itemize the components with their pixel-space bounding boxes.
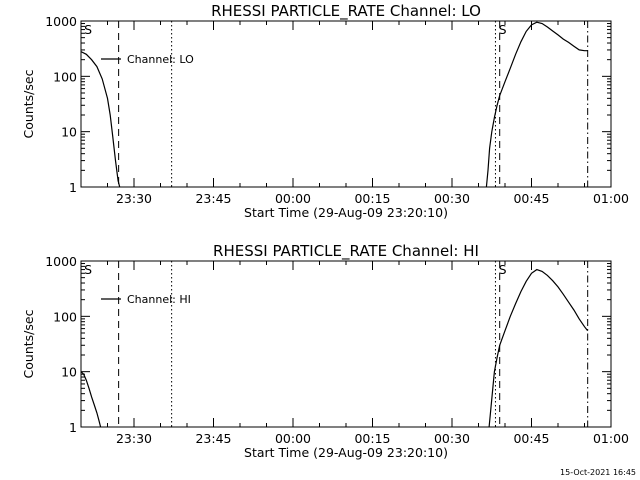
y-tick-label: 1000	[45, 14, 77, 29]
y-tick-label: 10	[61, 125, 77, 140]
x-tick-label: 00:45	[513, 191, 549, 206]
marker-label: S	[499, 262, 507, 277]
series-line	[488, 268, 589, 428]
x-tick-label: 23:30	[116, 191, 152, 206]
series-line	[80, 371, 102, 428]
y-tick-label: 100	[53, 69, 77, 84]
x-tick-label: 23:45	[195, 431, 231, 446]
y-tick-label: 1000	[45, 254, 77, 269]
x-tick-label: 01:00	[593, 431, 629, 446]
series-line	[80, 51, 121, 188]
plot-frame	[80, 20, 612, 188]
x-tick-label: 23:45	[195, 191, 231, 206]
chart-title: RHESSI PARTICLE_RATE Channel: HI	[213, 242, 479, 261]
x-tick-label: 00:15	[354, 431, 390, 446]
y-tick-label: 1	[69, 420, 77, 435]
x-tick-label: 00:15	[354, 191, 390, 206]
x-tick-label: 00:30	[434, 191, 470, 206]
plot-frame	[80, 260, 612, 428]
x-tick-label: 00:30	[434, 431, 470, 446]
x-tick-label: 00:45	[513, 431, 549, 446]
x-tick-label: 00:00	[275, 191, 311, 206]
x-tick-label: 23:30	[116, 431, 152, 446]
x-axis-label: Start Time (29-Aug-09 23:20:10)	[244, 205, 448, 220]
legend-label: Channel: LO	[127, 53, 194, 66]
marker-label: S	[84, 262, 92, 277]
y-tick-label: 1	[69, 180, 77, 195]
legend-label: Channel: HI	[127, 293, 191, 306]
chart-panel-2: RHESSI PARTICLE_RATE Channel: HI 23:30 23:…	[21, 242, 629, 460]
marker-label: S	[84, 22, 92, 37]
x-tick-label: 00:00	[275, 431, 311, 446]
series-line	[485, 21, 588, 188]
footer-timestamp: 15-Oct-2021 16:45	[560, 468, 636, 477]
y-tick-label: 100	[53, 309, 77, 324]
chart-panel-1: RHESSI PARTICLE_RATE Channel: LO 23:30 23:…	[21, 2, 629, 220]
y-axis-label: Counts/sec	[21, 309, 36, 378]
y-axis-label: Counts/sec	[21, 69, 36, 138]
y-tick-label: 10	[61, 365, 77, 380]
x-axis-label: Start Time (29-Aug-09 23:20:10)	[244, 445, 448, 460]
marker-label: S	[499, 22, 507, 37]
chart-title: RHESSI PARTICLE_RATE Channel: LO	[211, 2, 481, 21]
x-tick-label: 01:00	[593, 191, 629, 206]
